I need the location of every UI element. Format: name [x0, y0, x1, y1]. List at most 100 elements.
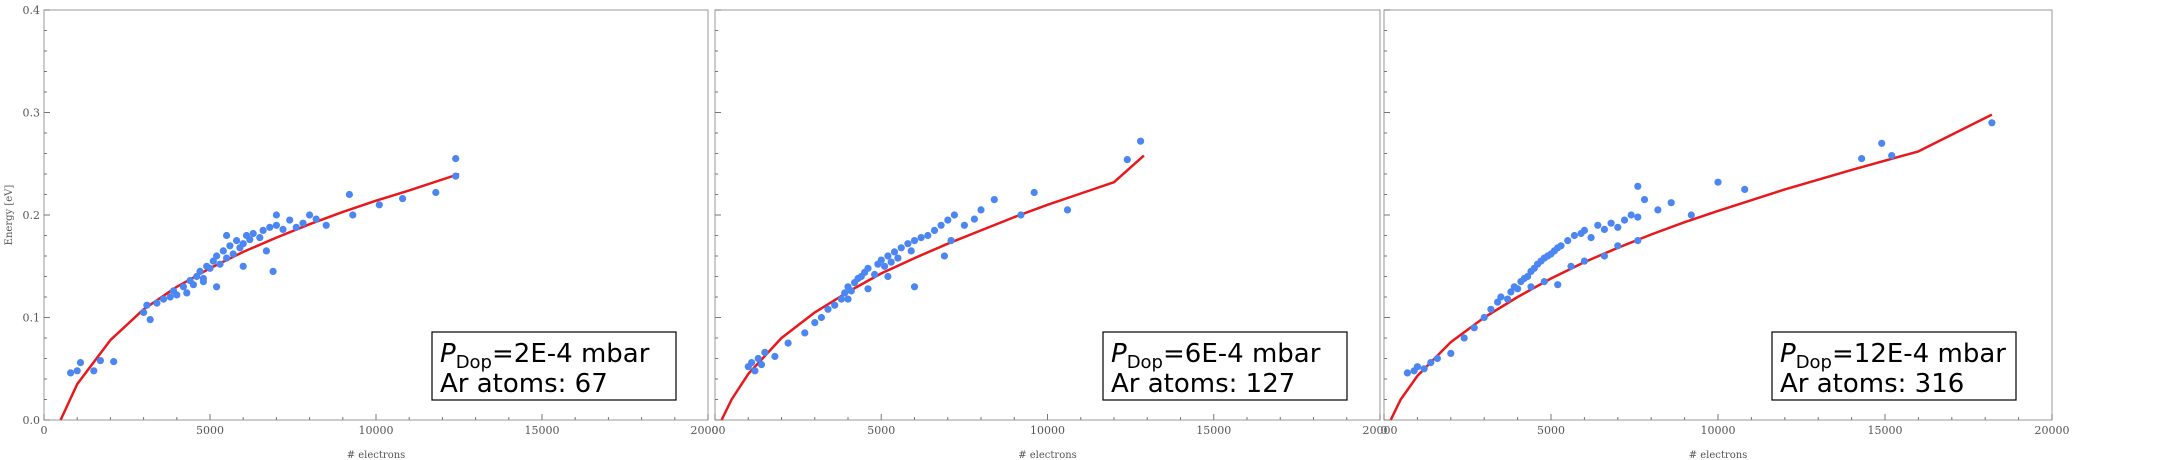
data-point [897, 244, 905, 252]
data-point [279, 225, 287, 233]
data-point [1460, 334, 1468, 342]
data-point [887, 258, 895, 266]
data-point [1137, 137, 1145, 145]
data-point [1654, 206, 1662, 214]
data-point [1487, 305, 1495, 313]
x-tick-label: 15000 [1196, 424, 1231, 437]
pressure-label: PDop=6E-4 mbar [1111, 339, 1321, 373]
data-point [801, 329, 809, 337]
chart-panel-2: 0 5000 10000 15000 20000 # electrons PDop=6E… [712, 9, 1398, 460]
y-tick-label: 0.3 [23, 107, 41, 120]
data-point [1570, 231, 1578, 240]
annotation-frame [431, 331, 677, 401]
data-point [110, 358, 118, 366]
data-point [239, 240, 247, 248]
data-point [844, 295, 852, 303]
x-tick-label: 10000 [359, 424, 394, 437]
p-symbol: P [1780, 339, 1796, 369]
data-point [322, 221, 330, 229]
data-point [937, 221, 945, 229]
data-point [1470, 324, 1478, 332]
data-point [179, 283, 187, 291]
data-point [1607, 219, 1615, 227]
data-point [847, 287, 855, 295]
data-point [1427, 359, 1435, 367]
data-point [1507, 288, 1515, 296]
data-point [917, 234, 925, 242]
axis-ticks [714, 9, 1381, 421]
data-point [1514, 285, 1522, 293]
data-point [432, 188, 440, 197]
y-tick-labels: 0.0 0.1 0.2 0.3 0.4 [23, 4, 41, 427]
data-point [452, 155, 460, 163]
data-point [748, 359, 756, 367]
pressure-value: =12E-4 mbar [1832, 339, 2006, 369]
annotation-box: PDop=12E-4 mbar Ar atoms: 316 [1771, 331, 2017, 401]
x-tick-label: 0 [1381, 424, 1388, 437]
data-point [970, 215, 979, 223]
data-point [233, 237, 241, 245]
atoms-label: Ar atoms: 127 [1111, 369, 1295, 399]
data-point [910, 237, 919, 245]
data-point [140, 308, 148, 316]
data-point [375, 201, 383, 209]
data-point [947, 237, 955, 245]
data-point [90, 367, 98, 375]
data-point [1614, 223, 1622, 231]
data-point [213, 252, 221, 260]
data-point [1620, 216, 1629, 224]
pressure-value: =6E-4 mbar [1163, 339, 1321, 369]
x-tick-labels: 0 5000 10000 15000 20000 [712, 424, 1398, 437]
data-point [1587, 234, 1595, 242]
data-point [183, 289, 191, 297]
data-point [1433, 354, 1441, 363]
data-point [1600, 225, 1608, 233]
data-point [216, 260, 224, 268]
data-point [1614, 242, 1622, 250]
data-point [1580, 257, 1588, 265]
data-point [1540, 278, 1548, 286]
data-point [944, 216, 952, 224]
annotation-frame [1102, 331, 1348, 401]
data-point [757, 361, 766, 369]
data-point [1504, 295, 1512, 303]
x-axis-title: # electrons [347, 450, 406, 460]
data-point [1634, 182, 1642, 190]
data-point [349, 211, 357, 219]
annotation-frame [1771, 331, 2017, 401]
atoms-label: Ar atoms: 67 [440, 369, 608, 399]
data-point [1741, 185, 1749, 193]
data-point [196, 267, 204, 275]
axis-ticks [43, 9, 709, 421]
chart-panel-3: 0 5000 10000 15000 20000 # electrons PDop=12… [1381, 9, 2070, 460]
data-point [1714, 178, 1722, 186]
axis-ticks [1383, 9, 2053, 421]
data-point [990, 196, 998, 204]
data-point [67, 369, 75, 377]
data-point [754, 354, 762, 363]
data-point [189, 281, 197, 289]
p-symbol: P [440, 339, 456, 369]
x-tick-label: 20000 [691, 424, 726, 437]
data-points [744, 137, 1145, 375]
data-point [884, 272, 892, 281]
data-point [1600, 252, 1608, 260]
data-points [1403, 119, 1996, 377]
data-point [146, 316, 154, 324]
data-point [1494, 298, 1502, 306]
data-point [1988, 119, 1996, 127]
data-point [1564, 237, 1572, 245]
x-tick-labels: 0 5000 10000 15000 20000 [1381, 424, 2070, 437]
data-point [890, 248, 899, 256]
data-point [249, 229, 257, 238]
data-point [864, 285, 872, 293]
p-symbol: P [1111, 339, 1127, 369]
p-subscript: Dop [456, 352, 492, 373]
annotation-box: PDop=6E-4 mbar Ar atoms: 127 [1102, 331, 1348, 401]
data-point [930, 226, 939, 234]
x-tick-label: 5000 [867, 424, 895, 437]
data-point [1580, 226, 1588, 234]
data-point [345, 190, 353, 199]
data-point [977, 206, 985, 214]
